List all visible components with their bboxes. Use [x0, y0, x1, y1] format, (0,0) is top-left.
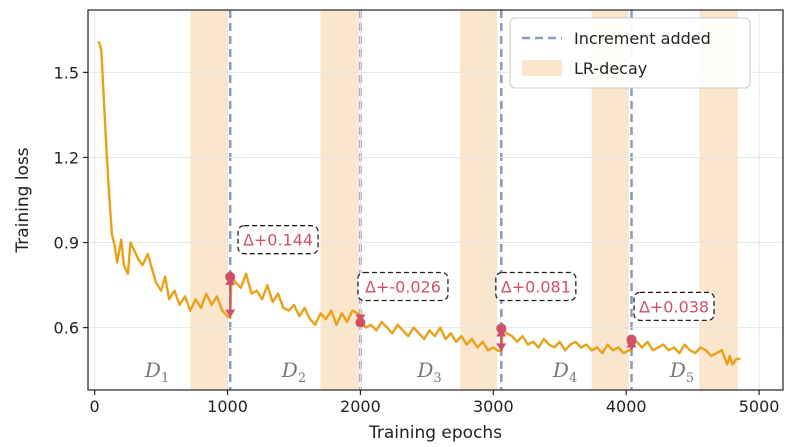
dataset-label-2: D2	[281, 358, 306, 386]
legend-box	[509, 17, 751, 89]
x-tick-label-2: 2000	[340, 397, 381, 416]
dataset-label-4: D4	[552, 358, 577, 386]
dataset-label-base: D	[552, 358, 569, 382]
delta-point-1	[225, 271, 236, 282]
lr-decay-band-1	[190, 10, 228, 390]
y-tick-label-1: 0.9	[54, 234, 79, 253]
x-tick-label-1: 1000	[207, 397, 248, 416]
delta-label-4: Δ+0.038	[639, 297, 709, 316]
dataset-label-base: D	[144, 358, 161, 382]
x-tick-label-5: 5000	[739, 397, 780, 416]
dataset-label-subscript: 2	[298, 371, 306, 386]
legend-increment-label: Increment added	[574, 29, 711, 48]
delta-point-3	[496, 323, 507, 334]
delta-tail-marker-4	[626, 342, 637, 351]
dataset-label-base: D	[416, 358, 433, 382]
x-tick-label-4: 4000	[606, 397, 647, 416]
delta-label-1: Δ+0.144	[243, 231, 313, 250]
y-tick-label-2: 1.2	[54, 148, 79, 167]
legend-lr-decay-label: LR-decay	[574, 59, 647, 78]
dataset-label-subscript: 3	[433, 371, 441, 386]
delta-label-box-3	[495, 271, 577, 302]
legend-lr-decay-swatch	[522, 60, 562, 76]
dataset-label-subscript: 4	[569, 371, 577, 386]
y-tick-label-3: 1.5	[54, 63, 79, 82]
dataset-label-subscript: 5	[686, 371, 694, 386]
y-tick-label-0: 0.6	[54, 319, 79, 338]
x-tick-label-0: 0	[90, 397, 100, 416]
dataset-label-3: D3	[416, 358, 441, 386]
delta-layer: Δ+0.144 Δ+-0.026 Δ+0.081 Δ+0.038	[225, 225, 715, 352]
dataset-label-1: D1	[144, 358, 169, 386]
plot-frame	[87, 9, 784, 391]
delta-label-box-1	[237, 225, 319, 255]
dataset-label-5: D5	[669, 358, 694, 386]
delta-label-box-4	[633, 291, 715, 321]
delta-point-2	[355, 317, 366, 328]
dataset-label-base: D	[669, 358, 686, 382]
lr-decay-band-2	[320, 10, 360, 390]
delta-label-2: Δ+-0.026	[365, 277, 441, 296]
dataset-label-subscript: 1	[161, 371, 169, 386]
x-axis-label: Training epochs	[368, 423, 502, 443]
delta-point-4	[626, 334, 637, 345]
delta-label-3: Δ+0.081	[501, 277, 571, 296]
axes-layer: 0 1000 2000 3000 4000 5000 0.6 0.9 1.2 1.5	[54, 9, 784, 416]
x-tick-label-3: 3000	[473, 397, 514, 416]
lr-decay-band-3	[460, 10, 498, 390]
delta-tail-marker-3	[496, 343, 507, 352]
y-axis-label: Training loss	[13, 147, 33, 253]
dataset-label-base: D	[281, 358, 298, 382]
legend: Increment added LR-decay	[509, 17, 751, 89]
delta-tail-marker-1	[225, 309, 236, 318]
delta-label-box-2	[357, 271, 449, 302]
